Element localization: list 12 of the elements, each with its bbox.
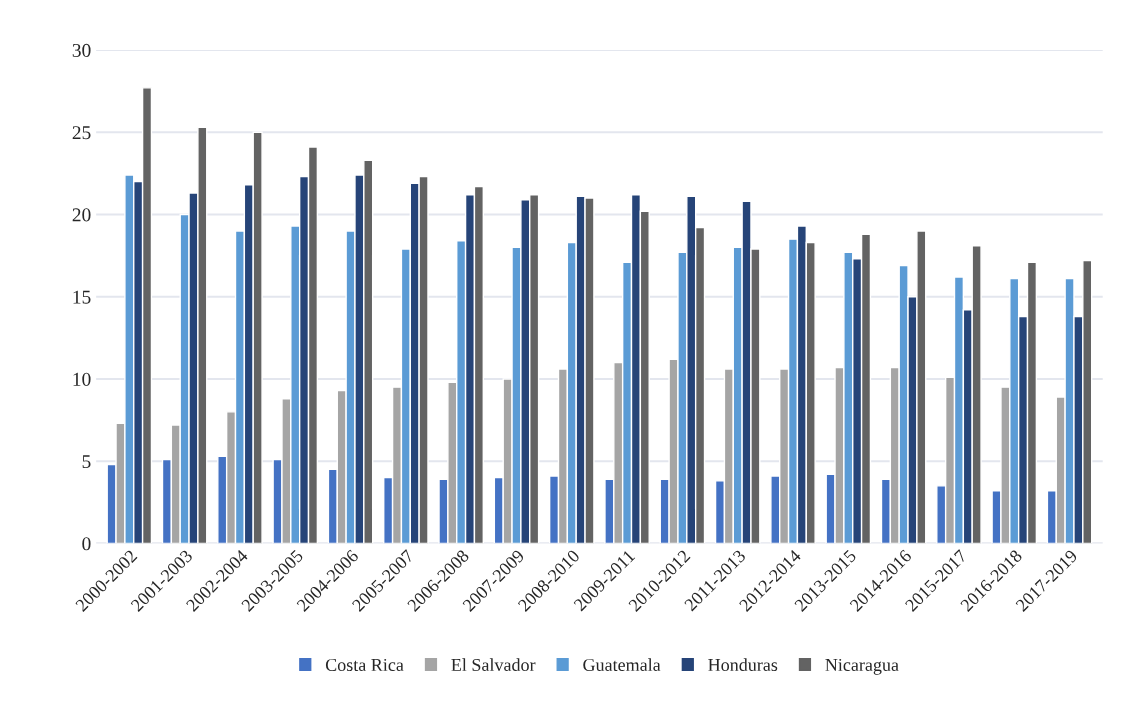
- y-tick-label: 20: [72, 208, 91, 222]
- legend-label: El Salvador: [451, 658, 536, 672]
- legend-label: Nicaragua: [825, 658, 899, 675]
- y-tick-label: 5: [82, 455, 91, 469]
- y-tick-label: 15: [73, 290, 91, 304]
- legend-label: Guatemala: [583, 658, 661, 672]
- y-tick-label: 25: [72, 126, 91, 140]
- legend-label: Honduras: [708, 658, 778, 672]
- y-tick-label: 30: [72, 43, 91, 57]
- legend-label: Costa Rica: [325, 658, 404, 672]
- y-tick-label: 0: [82, 537, 91, 551]
- y-tick-label: 10: [73, 372, 91, 386]
